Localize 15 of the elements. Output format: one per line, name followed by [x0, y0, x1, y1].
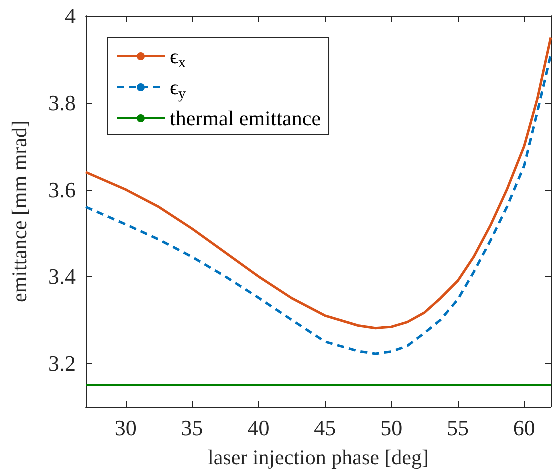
x-tick-label: 55 — [447, 416, 469, 440]
x-tick-label: 60 — [513, 416, 536, 440]
legend-label: thermal emittance — [170, 106, 322, 130]
y-tick-label: 3.2 — [48, 351, 76, 376]
x-tick-label: 35 — [181, 416, 204, 440]
x-tick-label: 30 — [114, 416, 137, 440]
x-tick-label: 45 — [314, 416, 336, 440]
y-tick-label: 3.8 — [48, 90, 76, 116]
y-tick-label: 4 — [65, 4, 76, 28]
y-tick-label: 3.6 — [48, 177, 76, 202]
x-tick-label: 40 — [248, 416, 270, 440]
y-tick-label: 3.4 — [48, 264, 76, 290]
y-axis-title: emittance [mm mrad] — [8, 120, 32, 302]
x-axis-title: laser injection phase [deg] — [208, 446, 429, 470]
x-tick-label: 50 — [380, 416, 403, 440]
